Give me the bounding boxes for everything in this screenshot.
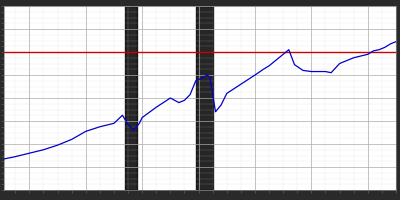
Bar bbox=[196, 6, 213, 190]
Bar bbox=[125, 6, 136, 190]
